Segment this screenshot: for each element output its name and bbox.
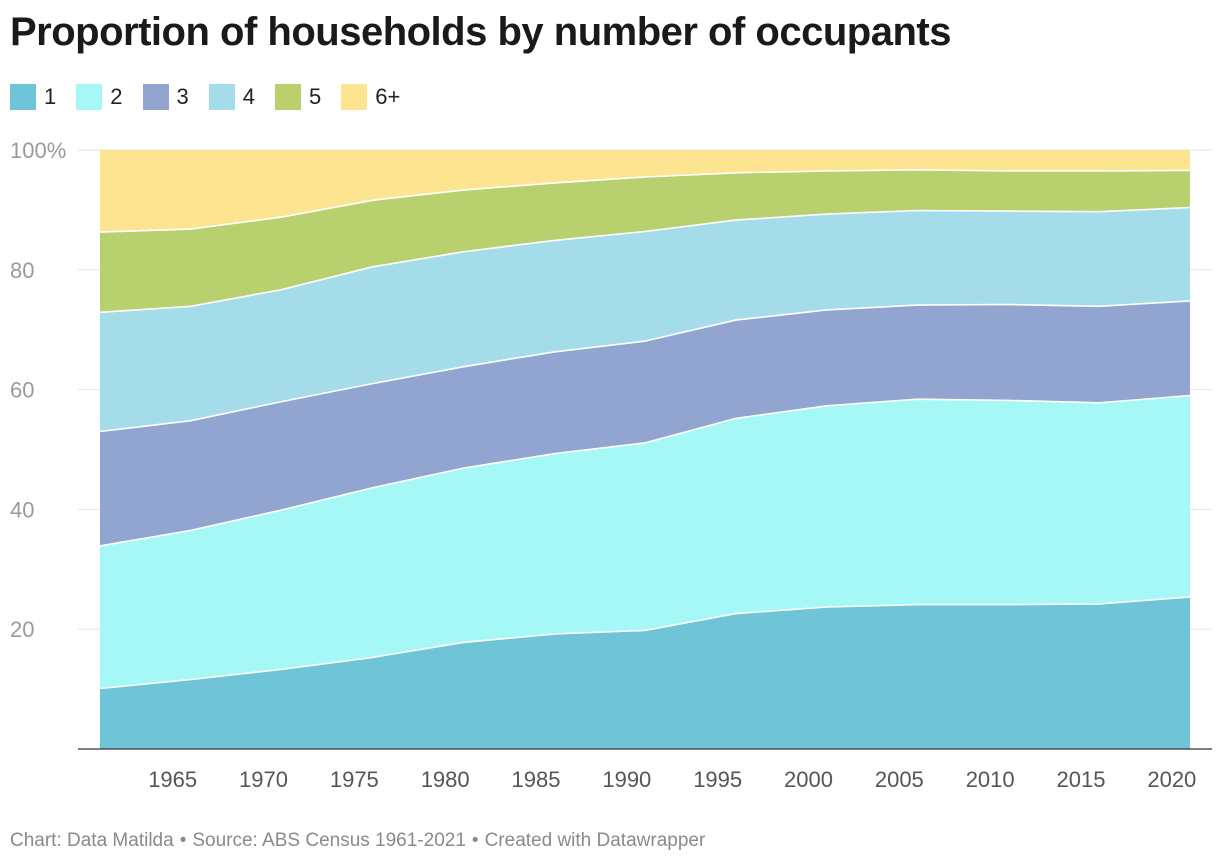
legend-label: 1 (44, 84, 57, 109)
y-tick-label: 80 (10, 258, 34, 283)
x-tick-label: 2000 (784, 767, 833, 792)
series-boundary-line (99, 596, 1191, 690)
area-series-5 (100, 169, 1190, 313)
legend-swatch (275, 84, 301, 110)
y-tick-label: 20 (10, 617, 34, 642)
x-tick-label: 1995 (693, 767, 742, 792)
footer-source: Source: ABS Census 1961-2021 (192, 830, 466, 851)
legend-item-2: 2 (76, 84, 123, 110)
chart-title: Proportion of households by number of oc… (10, 10, 951, 54)
legend-swatch (76, 84, 103, 110)
footer-separator: • (471, 830, 479, 851)
area-series-4 (100, 207, 1190, 432)
legend-label: 6+ (375, 84, 401, 109)
area-series-2 (100, 395, 1190, 689)
legend: 1 2 3 4 5 6+ (10, 84, 420, 110)
y-tick-label: 60 (10, 378, 34, 403)
series-boundary-line (99, 168, 1191, 233)
footer-created-with: Created with Datawrapper (484, 830, 706, 851)
footer: Chart: Data Matilda • Source: ABS Census 1… (10, 830, 705, 852)
x-tick-label: 1965 (148, 767, 197, 792)
legend-label: 2 (110, 84, 123, 109)
chart-area: 20 40 60 80 100% 1965 1970 1975 1980 1985 1990 1995… (10, 138, 1212, 792)
area-series-3 (100, 300, 1190, 546)
area-series-1 (100, 596, 1190, 749)
legend-label: 4 (242, 84, 255, 109)
footer-chart-credit: Chart: Data Matilda (10, 830, 174, 851)
x-tick-label: 1985 (512, 767, 561, 792)
area-series-6plus (100, 150, 1190, 233)
legend-swatch (341, 84, 368, 110)
legend-item-6plus: 6+ (341, 84, 400, 110)
series-boundary-line (99, 394, 1191, 547)
legend-item-5: 5 (275, 84, 321, 110)
legend-item-3: 3 (142, 84, 189, 110)
x-tick-label: 2015 (1057, 767, 1106, 792)
x-tick-label: 2005 (875, 767, 924, 792)
y-tick-label: 100% (10, 138, 66, 163)
x-tick-label: 1970 (239, 767, 288, 792)
series-boundary-line (99, 206, 1191, 314)
legend-item-1: 1 (10, 84, 56, 110)
legend-swatch (10, 84, 36, 110)
x-tick-label: 1975 (330, 767, 379, 792)
legend-label: 3 (176, 84, 189, 109)
footer-separator: • (179, 830, 187, 851)
x-tick-label: 1990 (602, 767, 651, 792)
x-tick-label: 2010 (966, 767, 1015, 792)
series-boundary-line (99, 300, 1191, 433)
legend-swatch (142, 84, 169, 110)
legend-label: 5 (309, 84, 322, 109)
area-series-group (100, 150, 1190, 749)
x-tick-label: 1980 (421, 767, 470, 792)
x-tick-label: 2020 (1147, 767, 1196, 792)
legend-item-4: 4 (208, 84, 255, 110)
y-tick-label: 40 (10, 497, 34, 522)
legend-swatch (208, 84, 235, 110)
